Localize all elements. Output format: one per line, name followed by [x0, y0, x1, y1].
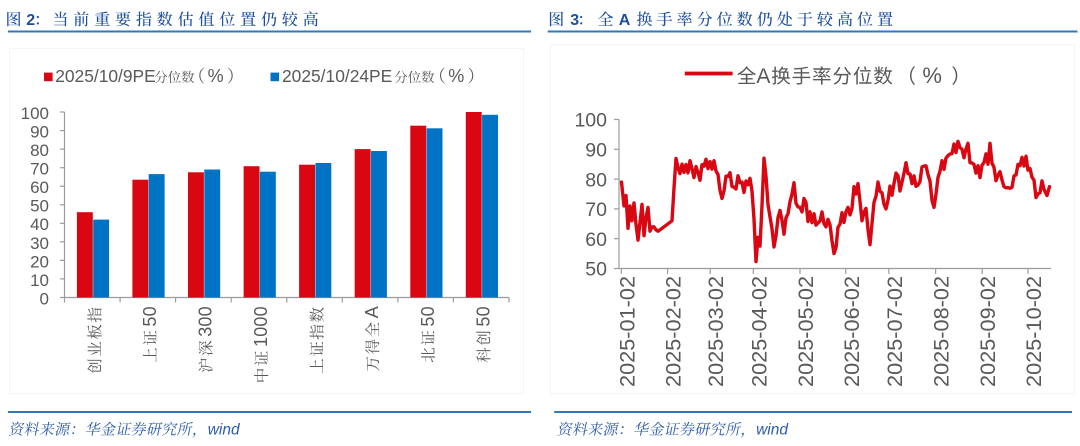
svg-text:2025/10/24PE: 2025/10/24PE	[282, 66, 392, 86]
svg-text:2025-10-02: 2025-10-02	[1021, 276, 1046, 387]
svg-text:5: 5	[473, 317, 493, 327]
svg-text:%: %	[922, 63, 942, 88]
svg-text:3: 3	[196, 327, 216, 337]
svg-text:A: A	[756, 65, 770, 88]
svg-text:2025/10/9PE: 2025/10/9PE	[55, 66, 156, 86]
svg-text:50: 50	[30, 197, 49, 216]
svg-text:2025-09-02: 2025-09-02	[975, 276, 1000, 387]
svg-text:2025-02-02: 2025-02-02	[661, 276, 686, 387]
svg-text:80: 80	[585, 169, 607, 191]
svg-text:5: 5	[140, 317, 160, 327]
svg-text:60: 60	[585, 229, 607, 251]
svg-text:0: 0	[196, 306, 216, 316]
svg-text:2025-07-02: 2025-07-02	[882, 276, 907, 387]
svg-text:wind: wind	[208, 422, 241, 439]
svg-text:0: 0	[196, 317, 216, 327]
svg-text:0: 0	[140, 306, 160, 316]
svg-text:3: 3	[570, 12, 579, 29]
svg-text:2025-03-02: 2025-03-02	[703, 276, 728, 387]
svg-text:2025-04-02: 2025-04-02	[746, 276, 771, 387]
svg-text:0: 0	[251, 327, 271, 337]
svg-text:70: 70	[30, 160, 49, 179]
svg-text:2025-05-02: 2025-05-02	[793, 276, 818, 387]
svg-text:90: 90	[30, 122, 49, 141]
svg-text:40: 40	[30, 215, 49, 234]
svg-text:2025-08-02: 2025-08-02	[929, 276, 954, 387]
svg-text:2025-01-02: 2025-01-02	[614, 276, 639, 387]
svg-text:wind: wind	[756, 422, 789, 439]
svg-text:50: 50	[585, 259, 607, 281]
svg-text:2: 2	[26, 12, 35, 29]
svg-text:100: 100	[21, 104, 49, 123]
svg-text:2025-06-02: 2025-06-02	[839, 276, 864, 387]
svg-text:90: 90	[585, 140, 607, 162]
svg-text:A: A	[619, 12, 631, 29]
svg-text:100: 100	[574, 110, 607, 132]
svg-text:1: 1	[251, 337, 271, 347]
svg-text:0: 0	[473, 306, 493, 316]
svg-text:80: 80	[30, 141, 49, 160]
svg-text:%: %	[208, 66, 224, 86]
svg-text:5: 5	[418, 317, 438, 327]
svg-text:70: 70	[585, 199, 607, 221]
svg-text:0: 0	[251, 317, 271, 327]
svg-text:0: 0	[40, 289, 49, 308]
svg-text:%: %	[448, 66, 464, 86]
svg-text:10: 10	[30, 271, 49, 290]
svg-text:20: 20	[30, 252, 49, 271]
svg-text:60: 60	[30, 178, 49, 197]
svg-text:0: 0	[418, 306, 438, 316]
svg-text:0: 0	[251, 306, 271, 316]
svg-text:30: 30	[30, 234, 49, 253]
svg-text:A: A	[362, 306, 382, 318]
